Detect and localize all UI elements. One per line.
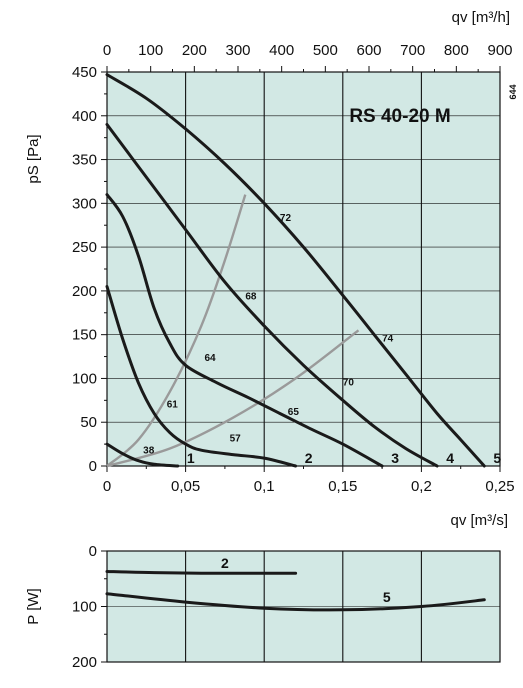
fan-curve-label-1: 1	[187, 450, 195, 466]
fan-curve-label-5: 5	[493, 450, 501, 466]
y-tick-label: 150	[72, 327, 97, 344]
x2-tick-label: 100	[138, 42, 163, 59]
fan-curve-4	[105, 123, 439, 468]
x-tick-label: 0	[103, 478, 111, 495]
x2-tick-label: 900	[487, 42, 512, 59]
y-tick-label: 250	[72, 239, 97, 256]
x-tick-label: 0,15	[328, 478, 357, 495]
x2-tick-label: 800	[444, 42, 469, 59]
fan-curve-label-2: 2	[305, 450, 313, 466]
sound-level-61: 61	[167, 399, 179, 410]
fan-curve-2	[105, 285, 298, 468]
power-curve-label-5: 5	[383, 589, 391, 605]
x2-tick-label: 0	[103, 42, 111, 59]
y-tick-label: 350	[72, 152, 97, 169]
sound-level-65: 65	[288, 407, 300, 418]
power-y-axis-label: P [W]	[25, 588, 42, 624]
y-tick-label: 450	[72, 64, 97, 81]
x2-tick-label: 700	[400, 42, 425, 59]
system-curve-1	[106, 194, 247, 467]
sound-level-64: 64	[204, 353, 216, 364]
y-axis-label: pS [Pa]	[25, 134, 42, 183]
power-y-tick-label: 0	[89, 543, 97, 560]
power-plot: 0 100 200 P [W] 2 5	[25, 543, 501, 671]
power-y-tick-label: 100	[72, 599, 97, 616]
system-curve-2	[106, 329, 360, 468]
sound-level-68: 68	[245, 292, 257, 303]
fan-curve-5	[105, 73, 486, 468]
y-tick-label: 400	[72, 108, 97, 125]
power-curve-5	[105, 592, 486, 612]
x-tick-label: 0,05	[171, 478, 200, 495]
x-tick-label: 0,2	[411, 478, 432, 495]
sound-level-70: 70	[343, 377, 355, 388]
sound-level-72: 72	[280, 213, 292, 224]
x2-tick-label: 200	[182, 42, 207, 59]
x-tick-label: 0,1	[254, 478, 275, 495]
x2-tick-label: 300	[225, 42, 250, 59]
y-tick-label: 0	[89, 458, 97, 475]
power-y-tick-label: 200	[72, 654, 97, 671]
x2-tick-label: 500	[313, 42, 338, 59]
power-curve-label-2: 2	[221, 555, 229, 571]
sound-level-74: 74	[382, 334, 394, 345]
y-tick-label: 200	[72, 283, 97, 300]
power-curve-2	[105, 570, 298, 575]
x2-tick-label: 400	[269, 42, 294, 59]
fan-curve-label-3: 3	[391, 450, 399, 466]
sound-level-57: 57	[230, 433, 242, 444]
y-tick-label: 300	[72, 195, 97, 212]
y-tick-label: 100	[72, 370, 97, 387]
fan-curve-label-4: 4	[446, 450, 454, 466]
x2-axis-label: qv [m³/h]	[452, 9, 510, 26]
x-axis-label: qv [m³/s]	[450, 512, 508, 529]
fan-curve-1	[105, 442, 180, 468]
sound-level-38: 38	[143, 446, 155, 457]
y-tick-label: 50	[80, 414, 97, 431]
x2-tick-label: 600	[356, 42, 381, 59]
chart-code: 644	[508, 84, 518, 99]
plot-area	[106, 71, 501, 467]
model-title: RS 40-20 M	[349, 106, 450, 127]
fan-curve-3	[105, 193, 384, 468]
x-tick-label: 0,25	[485, 478, 514, 495]
